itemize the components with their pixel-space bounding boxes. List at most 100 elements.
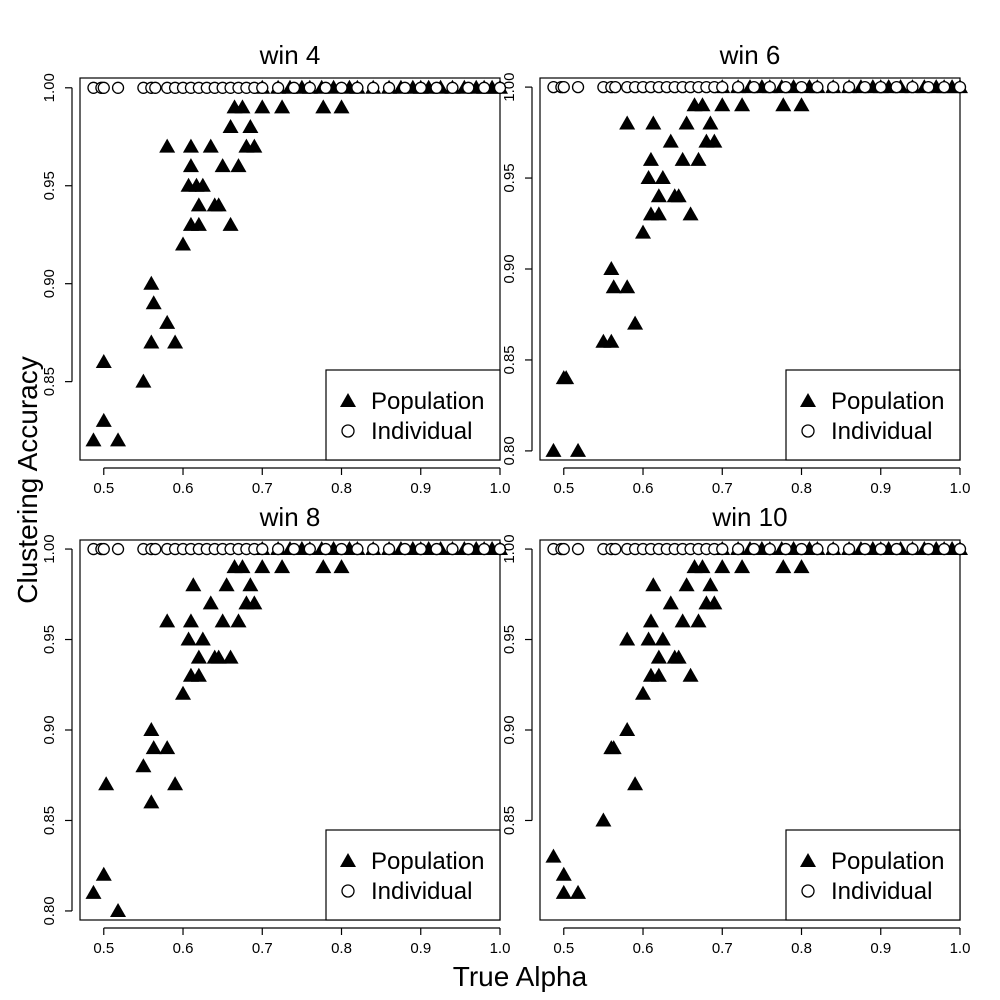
population-point	[333, 559, 350, 574]
population-point	[210, 649, 227, 664]
x-tick-label: 0.8	[331, 940, 352, 957]
population-point	[210, 197, 227, 212]
population-point	[642, 613, 659, 628]
individual-point	[493, 542, 507, 556]
population-point	[775, 97, 792, 112]
individual-point	[382, 542, 396, 556]
population-point	[145, 295, 162, 310]
y-axis: 0.85 0.90 0.95 1.00	[501, 534, 533, 835]
population-point	[640, 631, 657, 646]
population-point	[333, 99, 350, 114]
individual-point	[827, 542, 840, 556]
individual-point	[271, 542, 285, 556]
individual-point	[811, 80, 824, 94]
legend-individual-marker	[801, 884, 815, 898]
population-point	[654, 631, 671, 646]
x-tick-label: 0.6	[173, 480, 194, 497]
series-individual	[87, 81, 507, 94]
individual-point	[478, 542, 491, 556]
population-point	[230, 158, 247, 173]
population-point	[159, 740, 176, 755]
population-point	[694, 97, 711, 112]
y-tick-label: 0.95	[501, 163, 518, 192]
individual-point	[111, 81, 125, 94]
individual-point	[571, 80, 585, 94]
individual-point	[557, 80, 570, 94]
legend-individual-label: Individual	[831, 418, 932, 445]
population-point	[159, 613, 176, 628]
population-point	[714, 559, 731, 574]
individual-point	[351, 81, 364, 94]
legend: Population Individual	[785, 829, 961, 921]
x-tick-label: 0.9	[410, 940, 431, 957]
individual-point	[922, 542, 935, 556]
population-point	[194, 631, 211, 646]
individual-point	[303, 542, 316, 556]
individual-point	[938, 80, 951, 94]
population-point	[110, 432, 127, 447]
x-tick-label: 0.5	[93, 480, 114, 497]
population-point	[242, 118, 259, 133]
legend-population-marker	[800, 393, 816, 407]
population-point	[619, 115, 636, 130]
individual-point	[462, 542, 475, 556]
population-point	[143, 794, 160, 809]
population-point	[202, 138, 219, 153]
x-tick-label: 0.7	[252, 940, 273, 957]
population-point	[95, 866, 112, 881]
individual-point	[609, 80, 622, 94]
individual-point	[890, 80, 903, 94]
x-tick-label: 0.7	[252, 480, 273, 497]
individual-point	[430, 81, 443, 94]
individual-point	[779, 542, 792, 556]
population-point	[706, 133, 723, 148]
population-point	[706, 595, 723, 610]
individual-point	[779, 80, 792, 94]
population-point	[274, 99, 291, 114]
individual-point	[906, 542, 919, 556]
y-tick-label: 1.00	[501, 534, 518, 563]
legend-population-label: Population	[831, 848, 944, 875]
individual-point	[303, 81, 316, 94]
population-point	[167, 776, 184, 791]
population-point	[714, 97, 731, 112]
population-point	[635, 685, 652, 700]
x-axis: 0.5 0.6 0.7 0.8 0.9 1.0	[93, 467, 510, 497]
population-point	[222, 649, 239, 664]
legend-individual-label: Individual	[831, 878, 932, 905]
population-point	[702, 115, 719, 130]
series-individual	[547, 542, 967, 556]
population-point	[159, 138, 176, 153]
y-tick-label: 0.90	[501, 254, 518, 283]
population-point	[234, 559, 251, 574]
population-point	[640, 170, 657, 185]
population-point	[654, 170, 671, 185]
population-point	[175, 236, 192, 251]
population-point	[218, 577, 235, 592]
population-point	[180, 631, 197, 646]
population-point	[642, 151, 659, 166]
legend: Population Individual	[325, 829, 501, 921]
individual-point	[874, 542, 887, 556]
x-axis: 0.5 0.6 0.7 0.8 0.9 1.0	[553, 467, 971, 497]
population-point	[145, 740, 162, 755]
individual-point	[609, 542, 622, 556]
population-point	[570, 884, 587, 899]
legend-individual-marker	[341, 424, 355, 438]
y-tick-label: 0.80	[41, 896, 58, 925]
x-tick-label: 0.5	[553, 940, 574, 957]
x-tick-label: 0.9	[870, 940, 891, 957]
individual-point	[287, 81, 301, 94]
population-point	[674, 151, 691, 166]
individual-point	[747, 542, 761, 556]
x-tick-label: 1.0	[950, 480, 971, 497]
x-tick-label: 0.6	[173, 940, 194, 957]
legend-individual-marker	[341, 884, 355, 898]
y-axis: 0.80 0.85 0.90 0.95 1.00	[41, 534, 73, 926]
population-point	[690, 151, 707, 166]
y-axis: 0.85 0.90 0.95 1.00	[41, 73, 73, 396]
population-point	[682, 206, 699, 221]
x-tick-label: 0.9	[870, 480, 891, 497]
individual-point	[287, 542, 301, 556]
individual-point	[414, 81, 427, 94]
